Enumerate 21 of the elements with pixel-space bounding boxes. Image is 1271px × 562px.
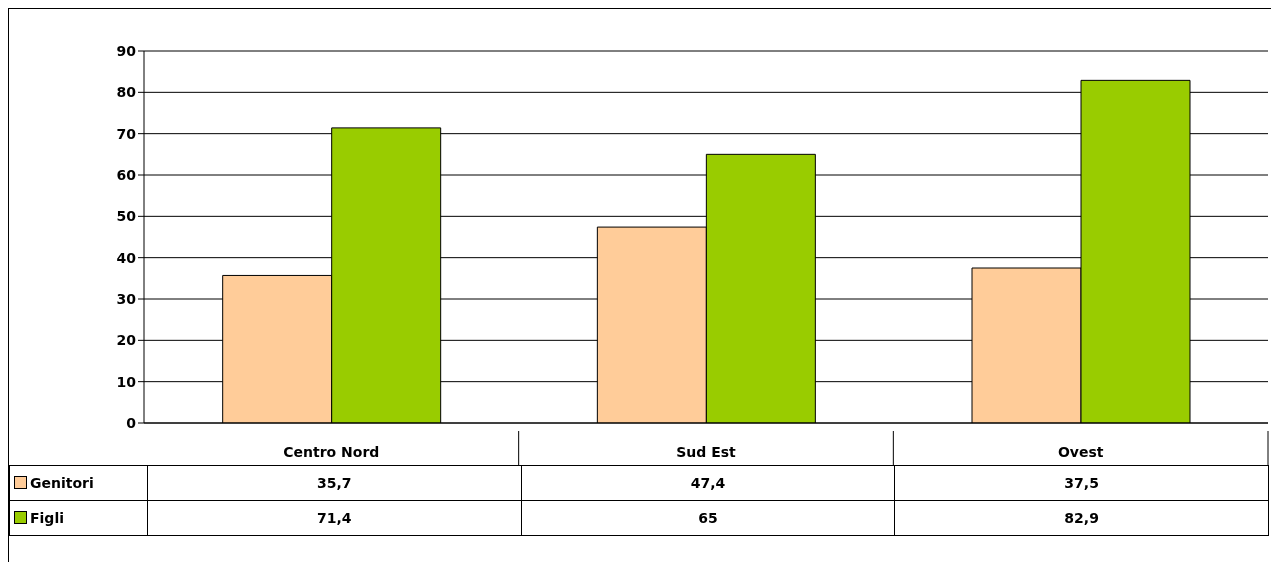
y-tick-label: 20 [116,332,137,349]
y-tick-label: 80 [116,84,137,101]
y-tick-label: 60 [116,166,137,183]
y-tick-label: 50 [116,208,137,225]
y-tick-label: 40 [116,249,137,266]
data-label: 65 [521,500,895,536]
data-label: 37,5 [894,465,1269,501]
x-tick-label: Sud Est [676,444,737,460]
data-label: 82,9 [894,500,1269,536]
y-tick-label: 30 [116,290,137,307]
data-label: 35,7 [147,465,522,501]
y-tick-label: 90 [116,42,137,59]
y-tick-label: 10 [116,373,137,390]
legend-label: Genitori [9,465,148,501]
legend-label: Figli [9,500,148,536]
y-tick-label: 0 [126,414,137,431]
data-label: 47,4 [521,465,895,501]
x-tick-label: Ovest [1057,444,1104,460]
data-label: 71,4 [147,500,522,536]
x-tick-label: Centro Nord [283,444,380,460]
y-tick-label: 70 [116,125,137,142]
